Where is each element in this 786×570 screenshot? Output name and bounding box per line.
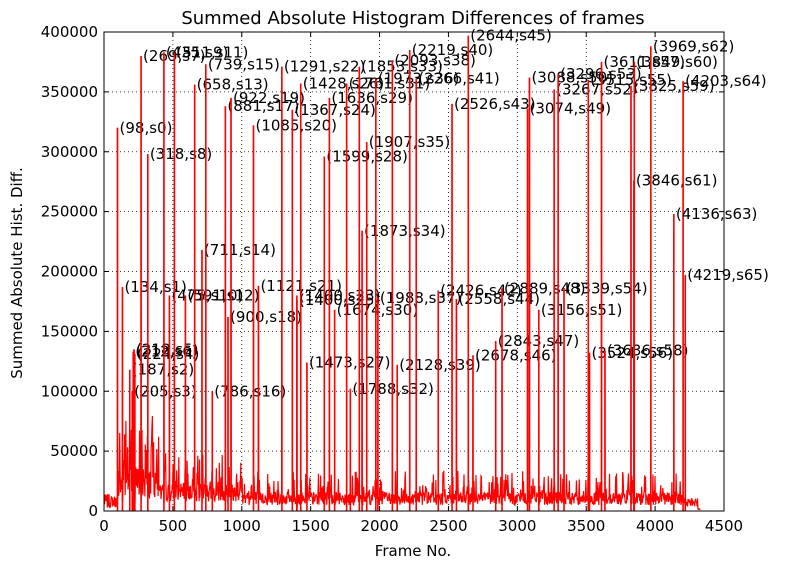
peak-label: (739,s15) [208, 55, 280, 73]
peak-label: (2558,s44) [458, 290, 540, 308]
peak-label: (98,s0) [120, 119, 173, 137]
peak-label: (318,s8) [150, 145, 212, 163]
peak-label: (2644,s45) [470, 27, 552, 45]
y-axis-label: Summed Absolute Hist. Diff. [8, 167, 26, 379]
peak-label: (1853,s33) [361, 58, 443, 76]
x-tick-label: 4500 [705, 517, 743, 535]
peak-label: (3846,s61) [636, 171, 718, 189]
peak-label: (711,s14) [204, 241, 276, 259]
peak-labels: (98,s0)(134,s1)(187,s2)(205,s3)(224,s4)(… [116, 27, 769, 511]
peak-label: (922,s19) [233, 89, 305, 107]
y-tick-label: 350000 [41, 83, 98, 101]
peak-label: (1873,s34) [364, 222, 446, 240]
peak-label: (3969,s62) [653, 37, 735, 55]
peak-label: (3849,s60) [636, 53, 718, 71]
peak-label: (591,s12) [187, 286, 259, 304]
peak-label: (3267,s52) [556, 80, 638, 98]
peak-label: (658,s13) [197, 76, 269, 94]
y-tick-label: 300000 [41, 143, 98, 161]
peak-label: (134,s1) [124, 278, 186, 296]
y-tick-label: 250000 [41, 203, 98, 221]
x-tick-label: 3500 [567, 517, 605, 535]
peak-label: (205,s3) [134, 382, 196, 400]
peak-label: (2128,s39) [399, 356, 481, 374]
peak-label: (3524,s56) [592, 344, 674, 362]
peak-label: (2889,s48) [504, 279, 586, 297]
peak-label: (2093,s38) [394, 52, 476, 70]
x-tick-label: 2000 [360, 517, 398, 535]
peak-label: (3825,s59) [633, 77, 715, 95]
peak-label: (1085,s20) [255, 116, 337, 134]
peak-label: (4203,s64) [685, 72, 767, 90]
data-line [103, 35, 701, 511]
x-tick-label: 4000 [636, 517, 674, 535]
peak-label: (900,s18) [230, 308, 302, 326]
peak-label: (1428,s26) [303, 74, 385, 92]
peak-label: (4136,s63) [676, 205, 758, 223]
y-tick-label: 0 [88, 502, 98, 520]
peak-label: (2219,s40) [412, 41, 494, 59]
peak-label: (3074,s49) [530, 100, 612, 118]
x-tick-label: 1000 [223, 517, 261, 535]
peak-label: (4219,s65) [687, 266, 769, 284]
peak-label: (1291,s22) [284, 58, 366, 76]
x-tick-label: 1500 [292, 517, 330, 535]
axes: 0 500 1000 1500 2000 2500 3000 3500 4000 4500 0 500… [41, 23, 743, 535]
peak-label: (1367,s24) [294, 101, 376, 119]
x-tick-label: 0 [99, 517, 109, 535]
x-tick-label: 2500 [429, 517, 467, 535]
y-tick-label: 50000 [50, 442, 98, 460]
x-axis-label: Frame No. [375, 542, 451, 560]
grid-lines [104, 32, 724, 511]
peak-label: (1973,s36) [378, 70, 460, 88]
y-tick-label: 200000 [41, 263, 98, 281]
y-tick-label: 150000 [41, 322, 98, 340]
peak-label: (435,s9) [166, 43, 228, 61]
series-line [103, 35, 701, 511]
peak-label: (511,s11) [176, 43, 248, 61]
peak-label: (212,s6) [135, 343, 197, 361]
peak-label: (3088,s50) [531, 69, 613, 87]
x-tick-label: 3000 [498, 517, 536, 535]
peak-label: (3611,s57) [604, 53, 686, 71]
peak-label: (224,s4) [137, 345, 199, 363]
peak-label: (3339,s54) [566, 279, 648, 297]
y-tick-label: 100000 [41, 382, 98, 400]
peak-label: (1988,s37) [380, 289, 462, 307]
peak-label: (2266,s41) [418, 70, 500, 88]
peak-label: (786,s16) [214, 382, 286, 400]
chart-title: Summed Absolute Histogram Differences of… [181, 8, 644, 29]
y-tick-label: 400000 [41, 23, 98, 41]
peak-label: (3636,s58) [607, 342, 689, 360]
peak-label: (3156,s51) [541, 301, 623, 319]
peak-label: (218,s5) [136, 340, 198, 358]
peak-label: (2526,s43) [454, 95, 536, 113]
x-tick-label: 500 [159, 517, 188, 535]
